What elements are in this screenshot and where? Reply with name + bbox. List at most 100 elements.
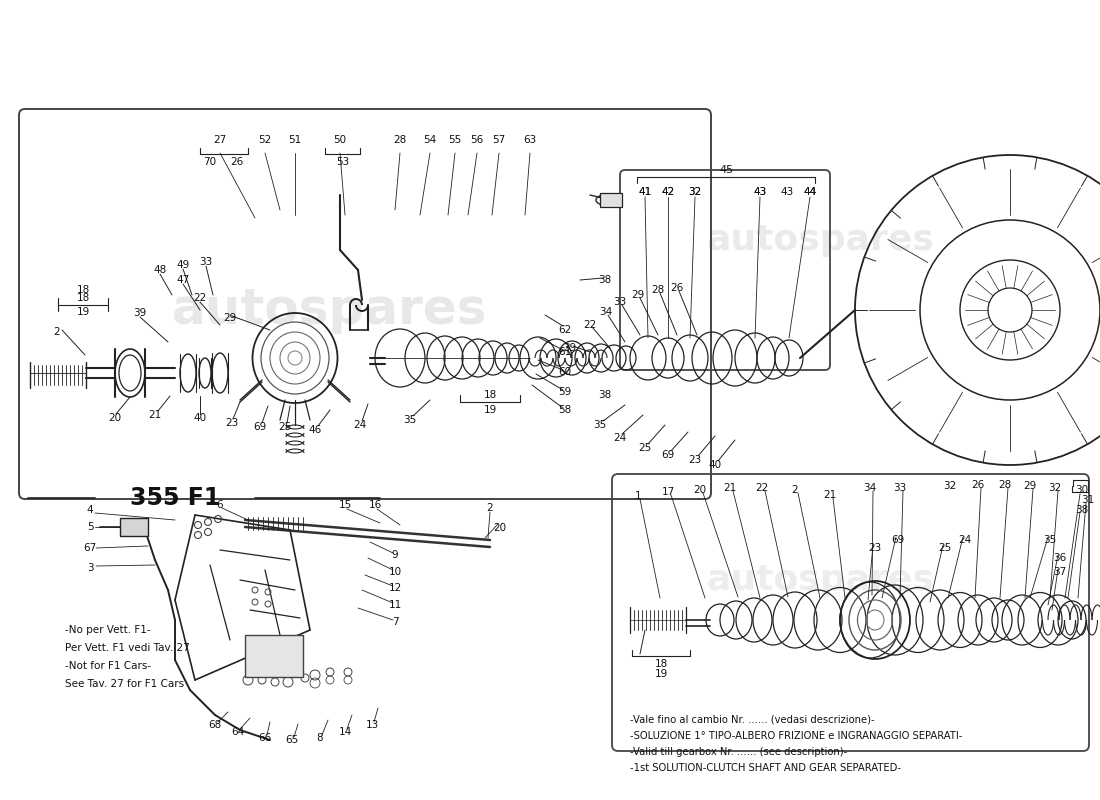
Text: 23: 23 (868, 543, 881, 553)
Text: 22: 22 (756, 483, 769, 493)
Text: -SOLUZIONE 1° TIPO-ALBERO FRIZIONE e INGRANAGGIO SEPARATI-: -SOLUZIONE 1° TIPO-ALBERO FRIZIONE e ING… (630, 731, 962, 741)
Text: 22: 22 (583, 320, 596, 330)
Text: 33: 33 (893, 483, 906, 493)
Text: 39: 39 (133, 308, 146, 318)
Text: 44: 44 (803, 187, 816, 197)
Text: 20: 20 (693, 485, 706, 495)
Text: 35: 35 (404, 415, 417, 425)
Text: 26: 26 (971, 480, 984, 490)
Text: 67: 67 (84, 543, 97, 553)
Text: 68: 68 (208, 720, 221, 730)
Text: 25: 25 (938, 543, 952, 553)
Text: 24: 24 (353, 420, 366, 430)
Text: autospares: autospares (706, 563, 934, 597)
Text: 38: 38 (598, 390, 612, 400)
Text: 13: 13 (365, 720, 378, 730)
Text: 12: 12 (388, 583, 401, 593)
Text: 25: 25 (278, 422, 292, 432)
Text: 23: 23 (226, 418, 239, 428)
Text: Per Vett. F1 vedi Tav. 27: Per Vett. F1 vedi Tav. 27 (65, 643, 189, 653)
Text: 55: 55 (449, 135, 462, 145)
Text: 48: 48 (153, 265, 166, 275)
Text: 53: 53 (337, 157, 350, 167)
Text: 4: 4 (87, 505, 94, 515)
Text: 28: 28 (999, 480, 1012, 490)
Text: 47: 47 (176, 275, 189, 285)
Text: 10: 10 (388, 567, 401, 577)
Text: -1st SOLUTION-CLUTCH SHAFT AND GEAR SEPARATED-: -1st SOLUTION-CLUTCH SHAFT AND GEAR SEPA… (630, 763, 901, 773)
Text: 43: 43 (754, 187, 767, 197)
Text: 58: 58 (559, 405, 572, 415)
Text: 40: 40 (708, 460, 722, 470)
Text: 69: 69 (891, 535, 904, 545)
Text: 3: 3 (87, 563, 94, 573)
Text: 32: 32 (944, 481, 957, 491)
Text: 2: 2 (486, 503, 493, 513)
Text: 31: 31 (1081, 495, 1094, 505)
Text: 45: 45 (719, 165, 733, 175)
Text: 14: 14 (339, 727, 352, 737)
Text: 9: 9 (392, 550, 398, 560)
Text: 46: 46 (308, 425, 321, 435)
Text: 49: 49 (176, 260, 189, 270)
Text: 38: 38 (1076, 505, 1089, 515)
Text: 63: 63 (524, 135, 537, 145)
Text: 61: 61 (559, 347, 572, 357)
Text: 11: 11 (388, 600, 401, 610)
Text: 2: 2 (54, 327, 60, 337)
Text: 34: 34 (600, 307, 613, 317)
Text: 26: 26 (670, 283, 683, 293)
Text: 69: 69 (661, 450, 674, 460)
Text: -Vale fino al cambio Nr. ...... (vedasi descrizione)-: -Vale fino al cambio Nr. ...... (vedasi … (630, 715, 874, 725)
Text: 17: 17 (661, 487, 674, 497)
Text: 36: 36 (1054, 553, 1067, 563)
Text: 43: 43 (754, 187, 767, 197)
Text: 52: 52 (258, 135, 272, 145)
Text: 33: 33 (614, 297, 627, 307)
Text: 30: 30 (1076, 485, 1089, 495)
Text: 69: 69 (253, 422, 266, 432)
Text: autospares: autospares (706, 223, 934, 257)
Text: 59: 59 (559, 387, 572, 397)
Text: -No per Vett. F1-: -No per Vett. F1- (65, 625, 151, 635)
Text: 65: 65 (285, 735, 298, 745)
Text: 18: 18 (654, 659, 668, 669)
Text: 70: 70 (204, 157, 217, 167)
Text: 44: 44 (803, 187, 816, 197)
Text: 22: 22 (194, 293, 207, 303)
Text: 29: 29 (223, 313, 236, 323)
Text: 355 F1: 355 F1 (130, 486, 220, 510)
Text: 21: 21 (724, 483, 737, 493)
Text: 18: 18 (76, 293, 89, 303)
Bar (120, 518, 148, 536)
Text: 62: 62 (559, 325, 572, 335)
Text: 32: 32 (689, 187, 702, 197)
Text: 5: 5 (87, 522, 94, 532)
Text: 66: 66 (258, 733, 272, 743)
Text: 15: 15 (339, 500, 352, 510)
Text: 35: 35 (1044, 535, 1057, 545)
Text: 64: 64 (231, 727, 244, 737)
Text: 41: 41 (638, 187, 651, 197)
Text: 19: 19 (76, 307, 89, 317)
Text: 50: 50 (333, 135, 346, 145)
Text: 24: 24 (614, 433, 627, 443)
Text: 19: 19 (654, 669, 668, 679)
Text: 33: 33 (199, 257, 212, 267)
Text: 42: 42 (661, 187, 674, 197)
Text: 27: 27 (213, 135, 227, 145)
Text: 32: 32 (689, 187, 702, 197)
Text: 43: 43 (780, 187, 793, 197)
Text: 20: 20 (109, 413, 122, 423)
Text: 57: 57 (493, 135, 506, 145)
Text: 29: 29 (1023, 481, 1036, 491)
Text: 18: 18 (76, 285, 89, 295)
Text: 41: 41 (638, 187, 651, 197)
Text: 35: 35 (593, 420, 606, 430)
Text: 2: 2 (792, 485, 799, 495)
Text: 38: 38 (598, 275, 612, 285)
Text: 56: 56 (471, 135, 484, 145)
Text: 20: 20 (494, 523, 507, 533)
Text: 7: 7 (392, 617, 398, 627)
Text: 28: 28 (394, 135, 407, 145)
